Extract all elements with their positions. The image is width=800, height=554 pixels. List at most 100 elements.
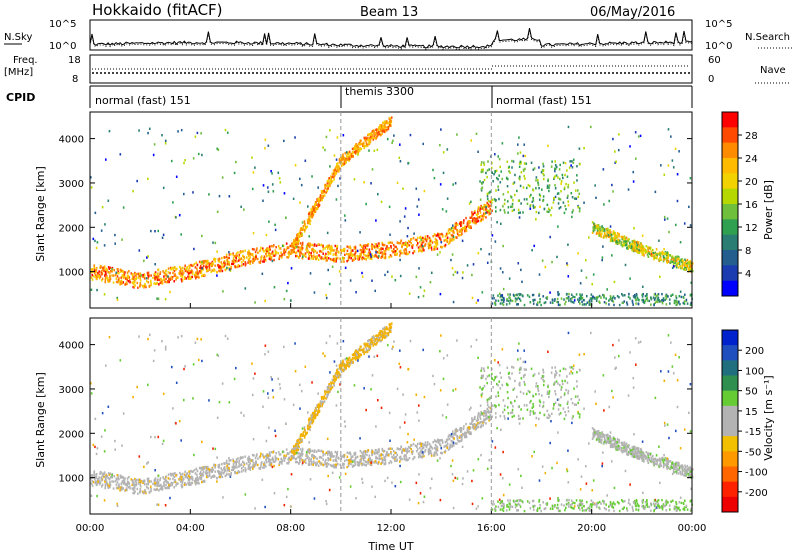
velocity-point bbox=[360, 458, 362, 461]
power-point bbox=[161, 282, 163, 285]
power-point bbox=[106, 278, 109, 281]
power-point bbox=[586, 301, 589, 304]
power-point bbox=[529, 195, 531, 198]
velocity-point bbox=[486, 407, 489, 411]
power-point bbox=[316, 207, 319, 210]
power-point bbox=[513, 208, 515, 212]
power-point bbox=[369, 253, 372, 256]
velocity-point bbox=[144, 490, 147, 494]
power-point bbox=[635, 249, 638, 252]
power-point bbox=[647, 255, 650, 258]
power-point bbox=[260, 246, 262, 250]
power-point bbox=[544, 265, 547, 269]
velocity-point bbox=[312, 460, 315, 463]
power-point bbox=[109, 277, 112, 281]
power-point bbox=[138, 129, 140, 132]
velocity-point bbox=[191, 478, 194, 481]
power-point bbox=[234, 254, 237, 258]
velocity-point bbox=[436, 446, 439, 449]
power-point bbox=[322, 195, 325, 198]
power-point bbox=[186, 270, 189, 274]
power-point bbox=[413, 232, 415, 235]
power-point bbox=[336, 136, 339, 139]
power-point bbox=[218, 258, 220, 261]
power-point bbox=[399, 160, 402, 163]
velocity-point bbox=[334, 459, 337, 462]
power-point bbox=[675, 296, 678, 300]
power-point bbox=[92, 237, 95, 241]
power-point bbox=[270, 255, 273, 259]
velocity-point bbox=[446, 446, 449, 449]
velocity-point bbox=[354, 457, 357, 460]
power-point bbox=[262, 260, 264, 263]
power-point bbox=[381, 241, 384, 245]
power-point bbox=[201, 234, 203, 238]
power-point bbox=[299, 246, 302, 250]
power-point bbox=[247, 261, 249, 264]
power-point bbox=[463, 227, 465, 230]
velocity-point bbox=[157, 484, 159, 488]
velocity-point bbox=[228, 469, 230, 472]
power-point bbox=[483, 208, 485, 212]
power-point bbox=[266, 249, 268, 253]
velocity-point bbox=[365, 460, 368, 464]
power-point bbox=[293, 238, 295, 242]
velocity-point bbox=[104, 483, 107, 486]
velocity-point bbox=[210, 476, 213, 479]
power-point bbox=[559, 206, 562, 209]
velocity-point bbox=[131, 483, 134, 487]
power-point bbox=[90, 186, 93, 189]
power-point bbox=[548, 184, 551, 187]
velocity-point bbox=[269, 454, 272, 457]
power-point bbox=[550, 213, 552, 217]
velocity-point bbox=[245, 468, 247, 472]
velocity-point bbox=[340, 370, 343, 374]
power-point bbox=[628, 292, 630, 296]
power-point bbox=[609, 225, 612, 228]
velocity-point bbox=[324, 453, 326, 456]
power-point bbox=[460, 233, 463, 236]
velocity-point bbox=[193, 480, 196, 483]
velocity-point bbox=[210, 469, 212, 473]
power-point bbox=[588, 300, 590, 304]
velocity-point bbox=[483, 410, 486, 414]
velocity-point bbox=[451, 435, 454, 439]
power-point bbox=[201, 260, 203, 264]
velocity-point bbox=[169, 477, 171, 481]
velocity-point bbox=[196, 476, 199, 479]
power-point bbox=[161, 134, 163, 137]
power-point bbox=[633, 295, 635, 299]
power-point bbox=[517, 208, 520, 212]
power-point bbox=[418, 213, 420, 216]
velocity-point bbox=[376, 461, 378, 464]
power-point bbox=[509, 299, 512, 302]
power-point bbox=[571, 166, 574, 169]
velocity-point bbox=[278, 463, 280, 467]
power-point bbox=[578, 300, 580, 303]
velocity-point bbox=[157, 481, 160, 484]
power-point bbox=[537, 183, 540, 187]
power-point bbox=[559, 163, 562, 167]
power-point bbox=[570, 293, 573, 296]
power-point bbox=[361, 142, 364, 146]
velocity-point bbox=[277, 450, 280, 454]
velocity-point bbox=[472, 427, 475, 430]
power-point bbox=[676, 173, 679, 176]
power-point bbox=[128, 270, 130, 273]
power-point bbox=[221, 176, 224, 179]
power-colorbar-swatch bbox=[722, 219, 738, 236]
power-point bbox=[165, 277, 167, 281]
velocity-point bbox=[306, 456, 308, 460]
velocity-point bbox=[107, 472, 110, 475]
power-point bbox=[571, 297, 573, 300]
power-point bbox=[217, 148, 220, 151]
power-point bbox=[617, 238, 620, 241]
velocity-point bbox=[381, 449, 384, 452]
velocity-point bbox=[293, 453, 295, 456]
power-point bbox=[337, 162, 339, 165]
power-point bbox=[523, 303, 526, 307]
power-point bbox=[310, 257, 313, 260]
velocity-point bbox=[451, 445, 454, 448]
velocity-point bbox=[416, 450, 418, 453]
power-point bbox=[135, 276, 137, 279]
